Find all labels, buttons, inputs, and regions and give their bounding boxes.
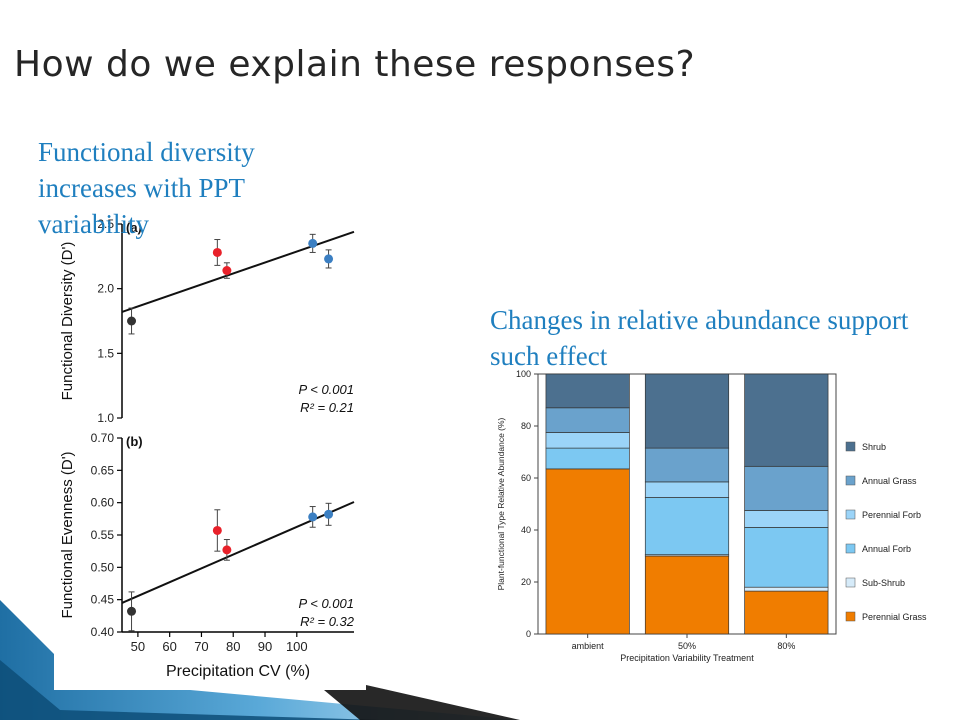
data-point — [127, 606, 137, 616]
y-tick-label: 0.65 — [91, 463, 115, 477]
y-axis-label: Functional Evenness (D') — [59, 451, 76, 618]
y-tick-label: 0.50 — [91, 560, 115, 574]
data-point — [212, 247, 222, 257]
y-tick-label: 1.5 — [97, 346, 114, 360]
legend-swatch — [845, 611, 856, 622]
bar-segment — [744, 586, 829, 592]
y-tick-label: 20 — [521, 577, 531, 587]
bar-segment — [744, 590, 829, 635]
y-tick-label: 0.55 — [91, 528, 115, 542]
y-tick-label: 60 — [521, 473, 531, 483]
x-tick-label: 70 — [194, 639, 208, 654]
legend-label: Shrub — [862, 442, 886, 452]
data-point — [308, 238, 318, 248]
x-tick-label: 80 — [226, 639, 240, 654]
data-point — [324, 254, 334, 264]
bar-segment — [744, 510, 829, 528]
data-point — [324, 509, 334, 519]
legend-label: Perennial Grass — [862, 612, 927, 622]
data-point — [222, 266, 232, 276]
x-tick-label: 50% — [678, 641, 696, 651]
right-caption: Changes in relative abundance support su… — [490, 305, 909, 371]
legend-swatch — [845, 577, 856, 588]
panel-label: (b) — [126, 434, 143, 449]
p-value-label: P < 0.001 — [298, 596, 354, 611]
y-axis-label: Plant-functional Type Relative Abundance… — [496, 417, 506, 590]
x-tick-label: 80% — [777, 641, 795, 651]
legend-label: Annual Forb — [862, 544, 911, 554]
panel-label: (a) — [126, 220, 142, 235]
bar-segment — [545, 447, 630, 470]
y-axis-label: Functional Diversity (D') — [59, 242, 76, 401]
bar-segment — [545, 373, 630, 409]
x-axis-label: Precipitation CV (%) — [166, 663, 310, 680]
x-tick-label: 50 — [131, 639, 145, 654]
bar-segment — [644, 497, 730, 556]
x-axis-label: Precipitation Variability Treatment — [620, 653, 754, 663]
x-tick-label: 90 — [258, 639, 272, 654]
y-tick-label: 2.0 — [97, 282, 114, 296]
y-tick-label: 0.40 — [91, 625, 115, 639]
x-tick-label: 100 — [286, 639, 308, 654]
bar-segment — [545, 407, 630, 433]
legend-swatch — [845, 475, 856, 486]
y-tick-label: 0.70 — [91, 431, 115, 445]
bar-segment — [644, 555, 730, 635]
relative-abundance-chart: 0 20 40 60 80 100 Plant-functional Type Relati… — [496, 369, 927, 663]
left-plot-background — [54, 214, 366, 690]
panel-a: 1.0 1.5 2.0 2.5 Functional Diversity (D') (a)… — [59, 217, 355, 425]
data-point — [222, 545, 232, 555]
x-tick-label: ambient — [572, 641, 605, 651]
data-point — [212, 525, 222, 535]
bar-segment — [744, 465, 829, 511]
y-tick-label: 2.5 — [97, 217, 114, 231]
p-value-label: P < 0.001 — [298, 382, 354, 397]
r-squared-label: R² = 0.32 — [300, 614, 355, 629]
legend-label: Annual Grass — [862, 476, 917, 486]
y-tick-label: 0 — [526, 629, 531, 639]
legend-swatch — [845, 543, 856, 554]
y-tick-label: 100 — [516, 369, 531, 379]
panel-b: 0.40 0.45 0.50 0.55 0.60 0.65 0.70 Functional E… — [59, 431, 355, 680]
functional-diversity-plot: 1.0 1.5 2.0 2.5 Functional Diversity (D') (a)… — [54, 214, 366, 690]
y-tick-label: 40 — [521, 525, 531, 535]
bar-segment — [545, 432, 630, 449]
bar-segment — [644, 373, 730, 449]
left-caption: Functional diversity increases with PPT … — [38, 137, 255, 239]
bar-segment — [744, 527, 829, 588]
bar-segment — [744, 373, 829, 467]
bar-segment — [644, 447, 730, 483]
legend-swatch — [845, 509, 856, 520]
bar-segment — [545, 468, 630, 635]
x-tick-label: 60 — [162, 639, 176, 654]
r-squared-label: R² = 0.21 — [300, 400, 354, 415]
legend-label: Sub-Shrub — [862, 578, 905, 588]
slide-title: How do we explain these responses? — [14, 44, 696, 85]
y-tick-label: 1.0 — [97, 411, 114, 425]
legend-label: Perennial Forb — [862, 510, 921, 520]
y-tick-label: 80 — [521, 421, 531, 431]
data-point — [127, 316, 137, 326]
legend-swatch — [845, 441, 856, 452]
y-tick-label: 0.45 — [91, 593, 115, 607]
bar-segment — [644, 481, 730, 498]
y-tick-label: 0.60 — [91, 496, 115, 510]
data-point — [308, 512, 318, 522]
